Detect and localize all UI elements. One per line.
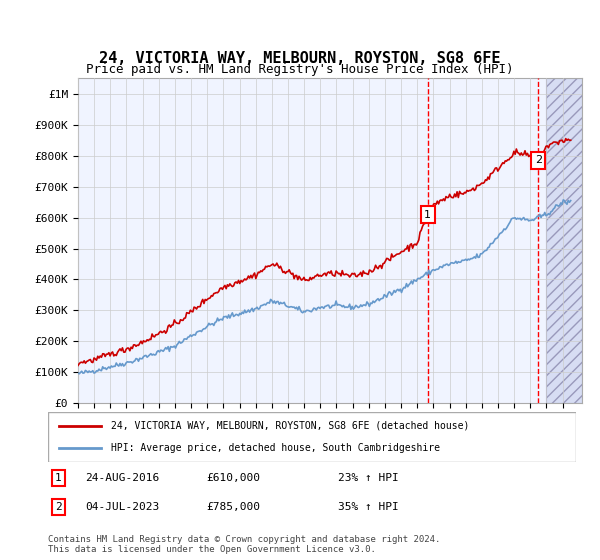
Text: 35% ↑ HPI: 35% ↑ HPI: [338, 502, 399, 512]
Text: Contains HM Land Registry data © Crown copyright and database right 2024.
This d: Contains HM Land Registry data © Crown c…: [48, 535, 440, 554]
Text: 24, VICTORIA WAY, MELBOURN, ROYSTON, SG8 6FE: 24, VICTORIA WAY, MELBOURN, ROYSTON, SG8…: [99, 52, 501, 66]
Text: £610,000: £610,000: [206, 473, 260, 483]
Bar: [547, 78, 582, 403]
Bar: [547, 78, 582, 403]
FancyBboxPatch shape: [48, 412, 576, 462]
Text: 2: 2: [535, 155, 542, 165]
Text: 24-AUG-2016: 24-AUG-2016: [85, 473, 159, 483]
Text: Price paid vs. HM Land Registry's House Price Index (HPI): Price paid vs. HM Land Registry's House …: [86, 63, 514, 77]
Text: 1: 1: [55, 473, 62, 483]
Text: HPI: Average price, detached house, South Cambridgeshire: HPI: Average price, detached house, Sout…: [112, 443, 440, 453]
Text: 2: 2: [55, 502, 62, 512]
Text: £785,000: £785,000: [206, 502, 260, 512]
Text: 04-JUL-2023: 04-JUL-2023: [85, 502, 159, 512]
Text: 24, VICTORIA WAY, MELBOURN, ROYSTON, SG8 6FE (detached house): 24, VICTORIA WAY, MELBOURN, ROYSTON, SG8…: [112, 421, 470, 431]
Text: 23% ↑ HPI: 23% ↑ HPI: [338, 473, 399, 483]
Text: 1: 1: [424, 209, 431, 220]
